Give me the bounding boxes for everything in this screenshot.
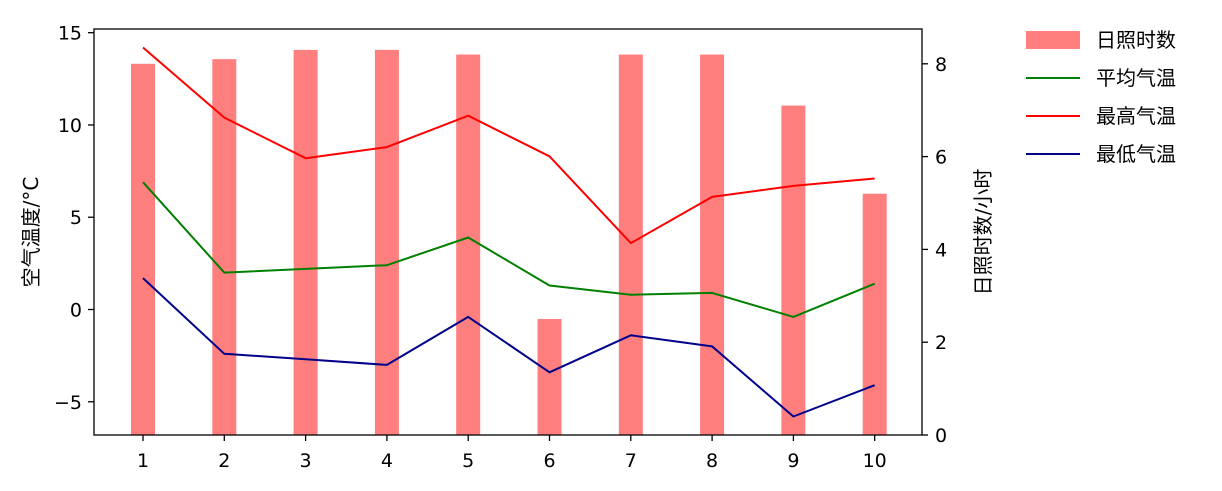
- x-tick-label-3: 3: [300, 450, 312, 472]
- x-tick-label-6: 6: [543, 450, 555, 472]
- bar-sunshine-3: [293, 49, 318, 435]
- y-left-tick-label-15: 15: [58, 23, 82, 45]
- bar-sunshine-9: [781, 105, 806, 435]
- line-min-temp: [142, 277, 876, 418]
- bar-sunshine-10: [862, 193, 887, 435]
- y-axis-right-title: 日照时数/小时: [971, 169, 995, 296]
- bar-sunshine-7: [618, 54, 643, 436]
- bars-layer: [131, 49, 887, 436]
- x-tick-label-8: 8: [706, 450, 718, 472]
- y-right-tick-label-0: 0: [935, 425, 947, 447]
- legend-sunshine-label: 日照时数: [1096, 28, 1176, 52]
- bar-sunshine-6: [537, 319, 562, 435]
- bar-sunshine-5: [456, 54, 481, 436]
- x-tick-label-1: 1: [137, 450, 149, 472]
- y-left-tick-label-5: 5: [70, 207, 82, 229]
- x-axis: 1 2 3 4 5 6 7 8 9 10: [137, 435, 887, 472]
- lines-layer: [142, 46, 876, 418]
- y-left-tick-label-10: 10: [58, 115, 82, 137]
- x-tick-label-4: 4: [381, 450, 393, 472]
- plot-frame: [93, 28, 923, 436]
- y-axis-left-title: 空气温度/°C: [19, 177, 43, 288]
- bar-sunshine-2: [212, 59, 237, 435]
- y-left-tick-label--5: −5: [54, 392, 82, 414]
- x-tick-label-10: 10: [863, 450, 887, 472]
- legend-sunshine-swatch: [1026, 31, 1080, 49]
- y-right-tick-label-2: 2: [935, 332, 947, 354]
- x-tick-label-2: 2: [218, 450, 230, 472]
- legend-mean-temp-label: 平均气温: [1096, 66, 1176, 90]
- bar-sunshine-4: [374, 49, 399, 435]
- legend-max-temp-label: 最高气温: [1096, 104, 1176, 128]
- legend-min-temp-label: 最低气温: [1096, 142, 1176, 166]
- y-axis-left: −5 0 5 10 15: [54, 23, 94, 414]
- bar-sunshine-8: [700, 54, 725, 436]
- x-tick-label-9: 9: [787, 450, 799, 472]
- bar-sunshine-1: [131, 63, 155, 436]
- y-axis-right: 0 2 4 6 8: [922, 54, 947, 447]
- y-right-tick-label-4: 4: [935, 239, 947, 261]
- y-right-tick-label-6: 6: [935, 147, 947, 169]
- x-tick-label-5: 5: [462, 450, 474, 472]
- line-mean-temp: [142, 181, 876, 318]
- line-max-temp: [142, 46, 875, 245]
- x-tick-label-7: 7: [625, 450, 637, 472]
- y-right-tick-label-8: 8: [935, 54, 947, 76]
- y-left-tick-label-0: 0: [70, 300, 82, 322]
